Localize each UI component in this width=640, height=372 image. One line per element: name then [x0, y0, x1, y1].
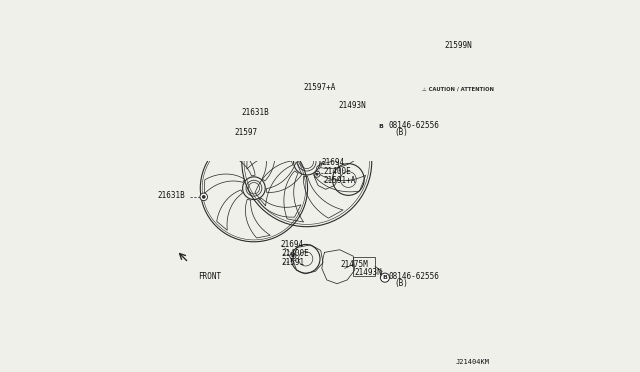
Text: (B): (B): [395, 128, 408, 137]
Text: J21404KM: J21404KM: [456, 359, 490, 365]
Circle shape: [316, 173, 318, 176]
Text: 21400E: 21400E: [282, 249, 309, 258]
Circle shape: [291, 255, 294, 257]
Text: 21597: 21597: [235, 128, 258, 137]
Text: (B): (B): [395, 279, 408, 288]
Text: 21694: 21694: [280, 240, 303, 249]
Text: 21599N: 21599N: [444, 41, 472, 49]
Bar: [418, 81, 498, 98]
Circle shape: [376, 122, 386, 131]
Text: 08146-62556: 08146-62556: [388, 121, 440, 129]
Circle shape: [202, 195, 205, 199]
Circle shape: [314, 171, 320, 177]
Text: 21475M: 21475M: [340, 260, 369, 269]
Text: ⚠ CAUTION / ATTENTION: ⚠ CAUTION / ATTENTION: [422, 86, 494, 92]
Text: 21591+A: 21591+A: [324, 176, 356, 185]
Text: 21631B: 21631B: [241, 108, 269, 117]
Text: 21694: 21694: [322, 158, 345, 167]
Text: 21493N: 21493N: [355, 268, 383, 277]
Circle shape: [380, 273, 390, 282]
Text: B: B: [383, 275, 387, 280]
Text: 21493N: 21493N: [338, 100, 366, 110]
Circle shape: [200, 193, 207, 201]
Text: 21597+A: 21597+A: [303, 83, 335, 92]
Text: 21631B: 21631B: [157, 191, 185, 200]
Text: 21400E: 21400E: [323, 167, 351, 176]
Bar: [349, 107, 371, 126]
Bar: [414, 57, 502, 114]
Circle shape: [290, 253, 296, 259]
Bar: [353, 257, 375, 276]
Text: 21591: 21591: [282, 258, 305, 267]
Text: FRONT: FRONT: [198, 272, 221, 281]
Text: B: B: [379, 124, 383, 129]
Text: 08146-62556: 08146-62556: [388, 272, 440, 280]
Circle shape: [280, 121, 283, 125]
Circle shape: [278, 119, 285, 126]
